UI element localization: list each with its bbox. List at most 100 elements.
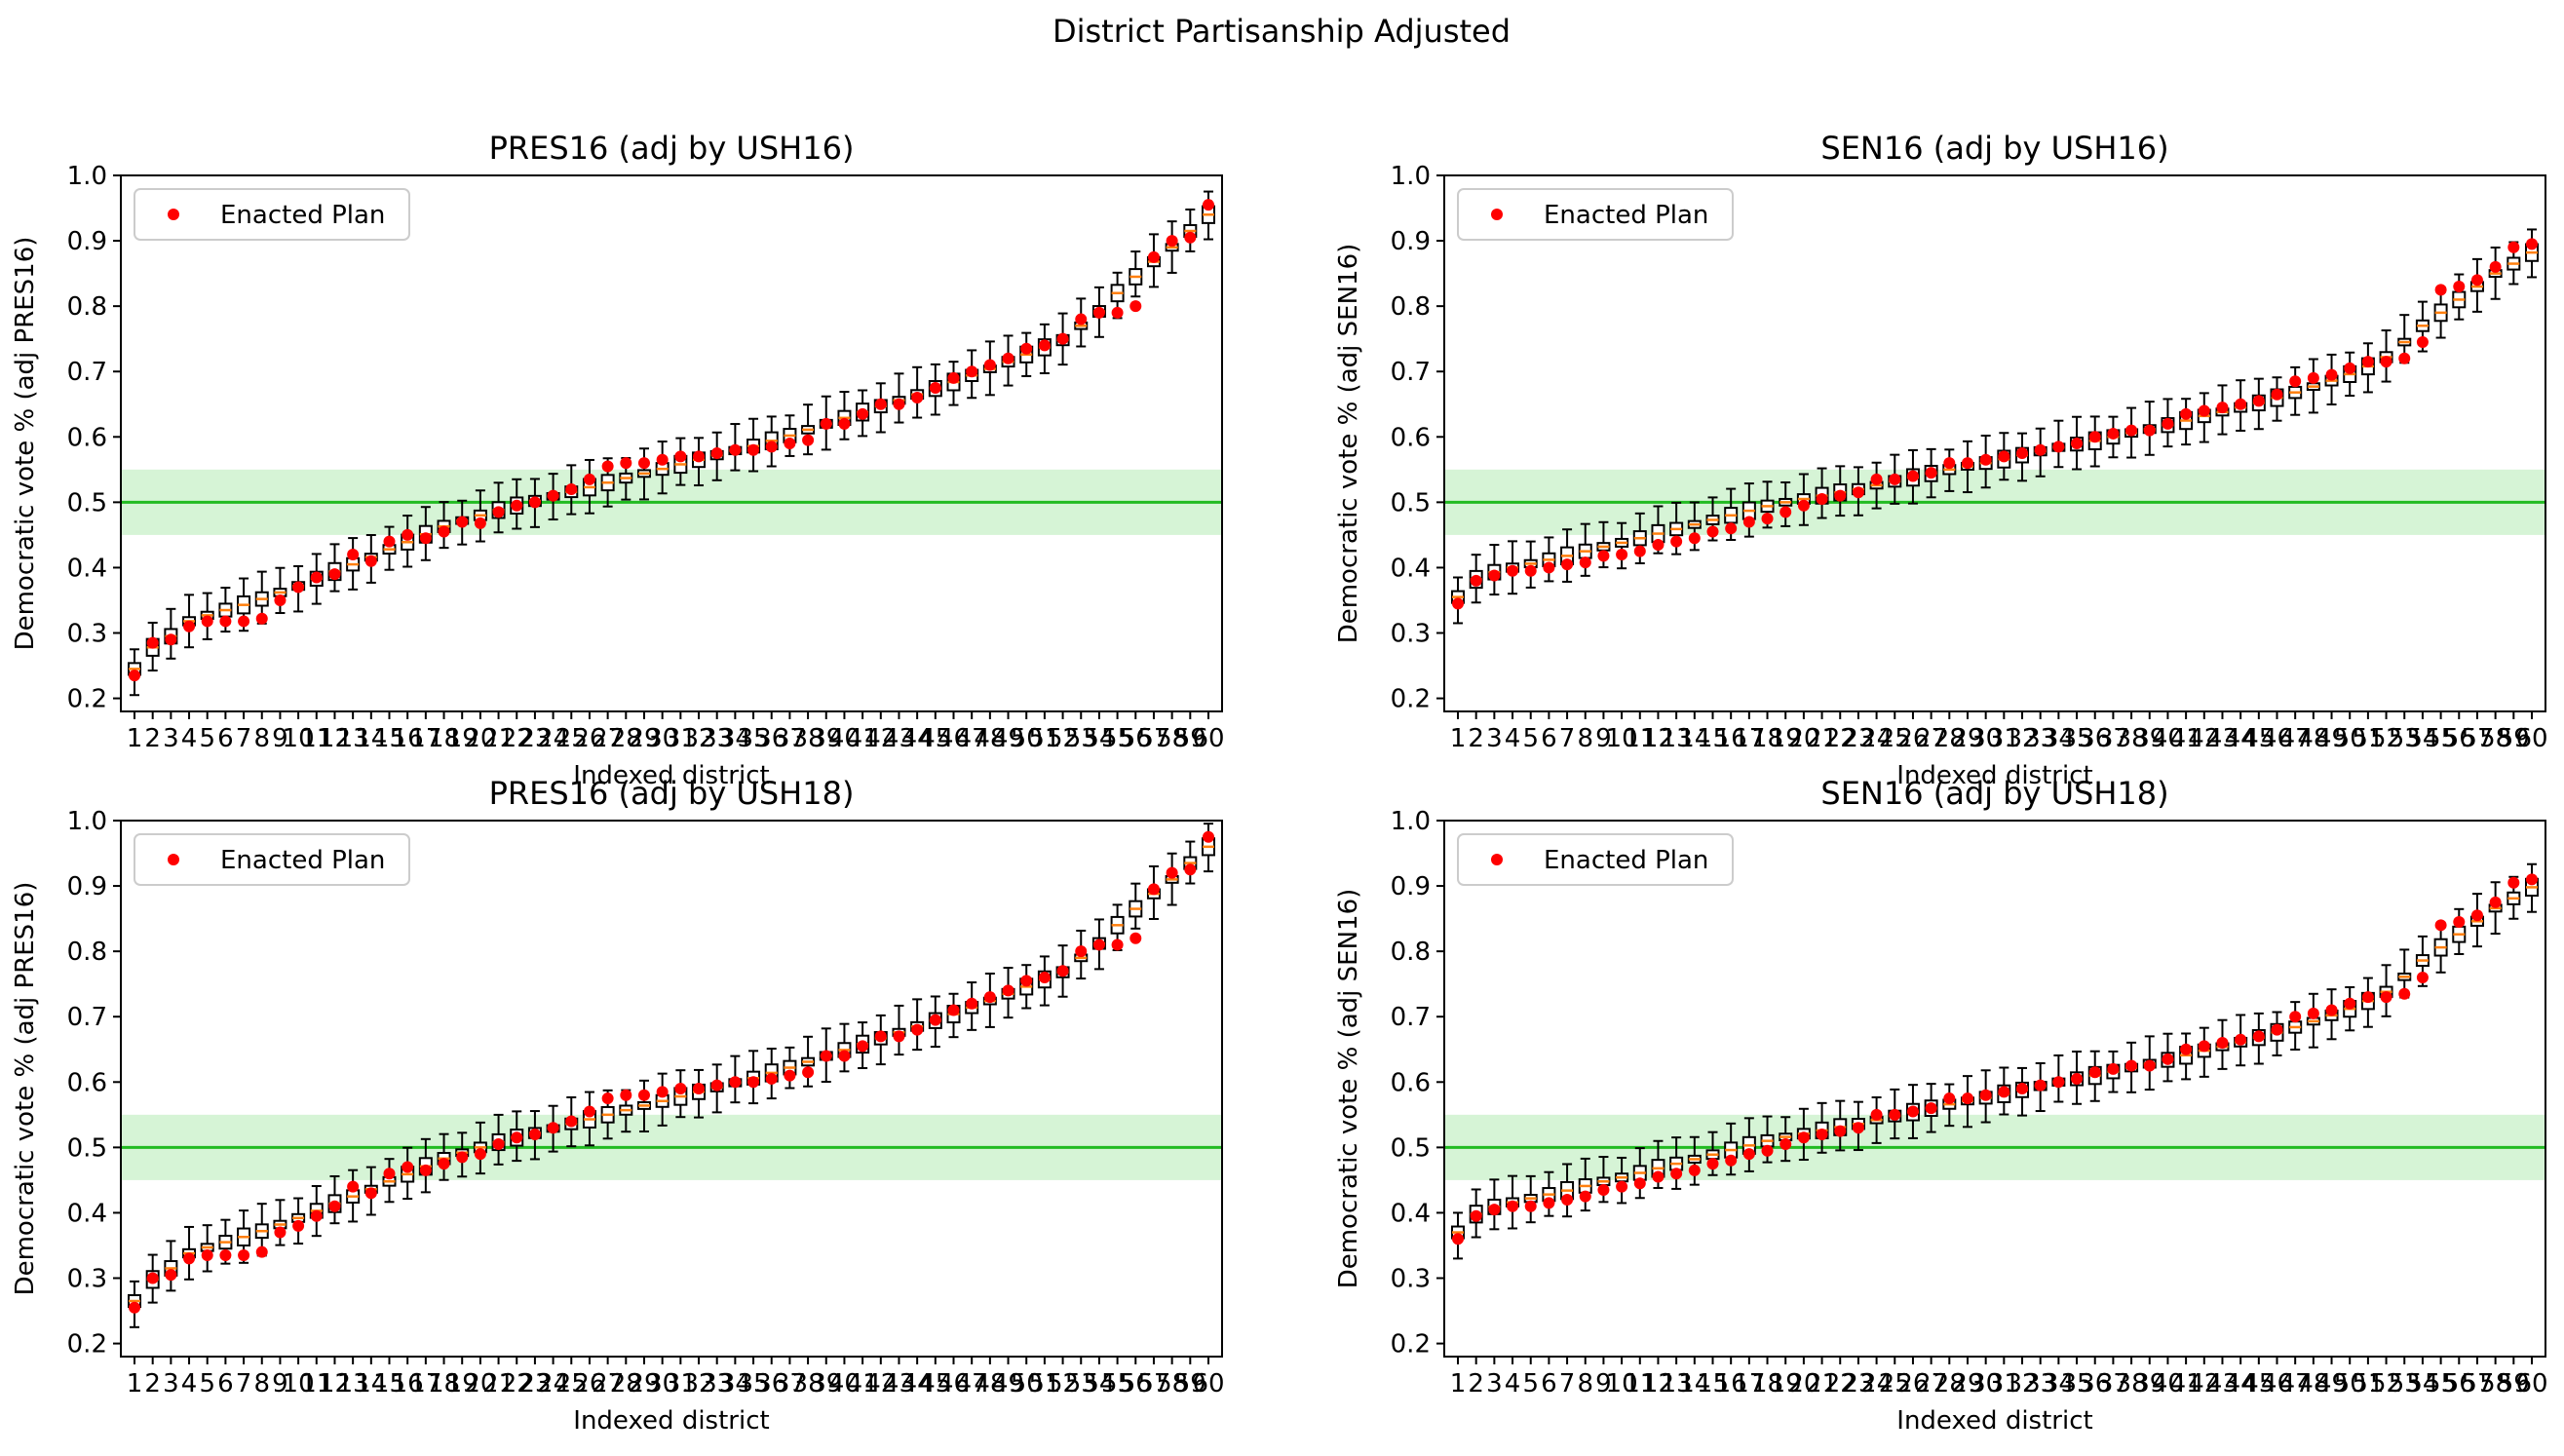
x-tick-label: 51 [2352,1369,2384,1399]
enacted-point-7 [238,1249,250,1262]
x-tick-label: 48 [974,1369,1006,1399]
x-tick-label: 50 [2334,724,2366,753]
x-tick-label: 19 [446,1369,478,1399]
enacted-point-29 [1961,1092,1973,1105]
axes-frame [1443,174,2546,712]
x-tick-label: 13 [1661,1369,1693,1399]
enacted-point-54 [1092,939,1105,951]
enacted-point-31 [674,450,687,463]
x-tick-label: 33 [2024,724,2056,753]
x-tick-label: 26 [1896,724,1929,753]
y-tick-label: 1.0 [1391,807,1431,836]
enacted-point-25 [1889,1108,1901,1121]
enacted-point-6 [1543,561,1555,574]
enacted-point-31 [1998,450,2010,463]
y-tick-label: 0.6 [1391,423,1431,452]
x-tick-label: 10 [283,1369,315,1399]
x-tick-label: 38 [2116,1369,2148,1399]
enacted-point-44 [911,1023,924,1036]
x-tick-label: 57 [1137,724,1169,753]
enacted-point-57 [1147,250,1160,263]
enacted-point-47 [966,365,978,378]
enacted-point-21 [1816,493,1828,506]
enacted-point-4 [183,620,196,632]
x-tick-label: 56 [2443,1369,2475,1399]
x-tick-label: 31 [1988,724,2020,753]
enacted-point-10 [1616,549,1628,561]
figure-suptitle: District Partisanship Adjusted [1052,13,1511,50]
enacted-point-17 [419,532,432,545]
x-tick-label: 60 [2515,724,2547,753]
x-tick-label: 31 [665,724,697,753]
y-tick-label: 0.5 [67,488,107,517]
x-tick-label: 30 [646,1369,678,1399]
x-tick-label: 3 [163,724,179,753]
enacted-point-51 [1038,971,1051,983]
x-tick-label: 29 [1951,1369,1983,1399]
legend: Enacted Plan [1457,188,1734,241]
enacted-point-20 [1797,1131,1810,1144]
x-tick-label: 8 [1577,724,1593,753]
x-tick-label: 38 [792,1369,824,1399]
box-district-59 [1183,840,1198,885]
enacted-point-1 [1452,1233,1465,1245]
enacted-point-15 [383,535,396,548]
enacted-point-58 [2489,260,2502,273]
x-tick-label: 15 [373,724,405,753]
x-tick-label: 30 [1970,724,2002,753]
enacted-point-19 [456,516,469,528]
x-tick-label: 59 [2498,1369,2530,1399]
enacted-point-24 [1870,1108,1883,1121]
x-tick-label: 24 [1860,724,1893,753]
box-district-60 [1201,823,1215,873]
x-tick-label: 9 [272,1369,288,1399]
x-tick-label: 43 [2206,1369,2239,1399]
y-tick-label: 1.0 [67,807,107,836]
x-tick-label: 35 [2061,1369,2093,1399]
x-tick-label: 51 [1028,724,1060,753]
y-tick-label: 0.5 [1391,1133,1431,1163]
x-tick-label: 37 [2097,724,2129,753]
enacted-point-12 [1652,538,1665,551]
enacted-point-38 [2125,1059,2138,1072]
enacted-point-27 [1925,1102,1937,1115]
box-district-60 [2524,228,2539,279]
enacted-point-50 [1020,975,1033,987]
x-tick-label: 27 [592,724,624,753]
x-tick-label: 20 [464,724,496,753]
enacted-point-32 [693,1083,706,1094]
x-tick-label: 45 [919,724,951,753]
x-tick-label: 45 [919,1369,951,1399]
enacted-point-12 [328,1200,341,1212]
enacted-point-52 [1056,965,1069,977]
x-tick-label: 43 [883,724,915,753]
enacted-point-18 [1761,513,1774,525]
enacted-point-9 [1597,550,1610,562]
enacted-point-11 [310,1209,323,1222]
enacted-point-45 [929,1014,941,1026]
enacted-point-40 [2162,1053,2174,1065]
y-tick-label: 0.4 [1391,554,1431,583]
enacted-point-35 [747,1076,760,1089]
enacted-point-56 [2453,281,2466,293]
x-tick-label: 36 [755,724,787,753]
enacted-point-53 [2398,987,2411,1000]
enacted-point-50 [1020,342,1033,355]
x-tick-label: 2 [144,724,161,753]
x-tick-label: 28 [610,724,642,753]
x-tick-label: 37 [774,1369,806,1399]
enacted-point-3 [165,1269,177,1282]
box-district-56 [2452,273,2467,321]
enacted-point-31 [1998,1086,2010,1098]
y-tick-label: 0.3 [1391,620,1431,649]
enacted-point-45 [929,381,941,394]
x-tick-label: 32 [682,724,714,753]
enacted-point-5 [1524,1200,1537,1212]
enacted-point-34 [729,1076,742,1089]
box-district-60 [2524,862,2539,913]
enacted-point-17 [419,1164,432,1176]
enacted-point-26 [1906,470,1919,482]
box-district-9 [273,1199,287,1246]
enacted-point-22 [1834,1125,1847,1137]
enacted-point-47 [2289,1011,2302,1023]
